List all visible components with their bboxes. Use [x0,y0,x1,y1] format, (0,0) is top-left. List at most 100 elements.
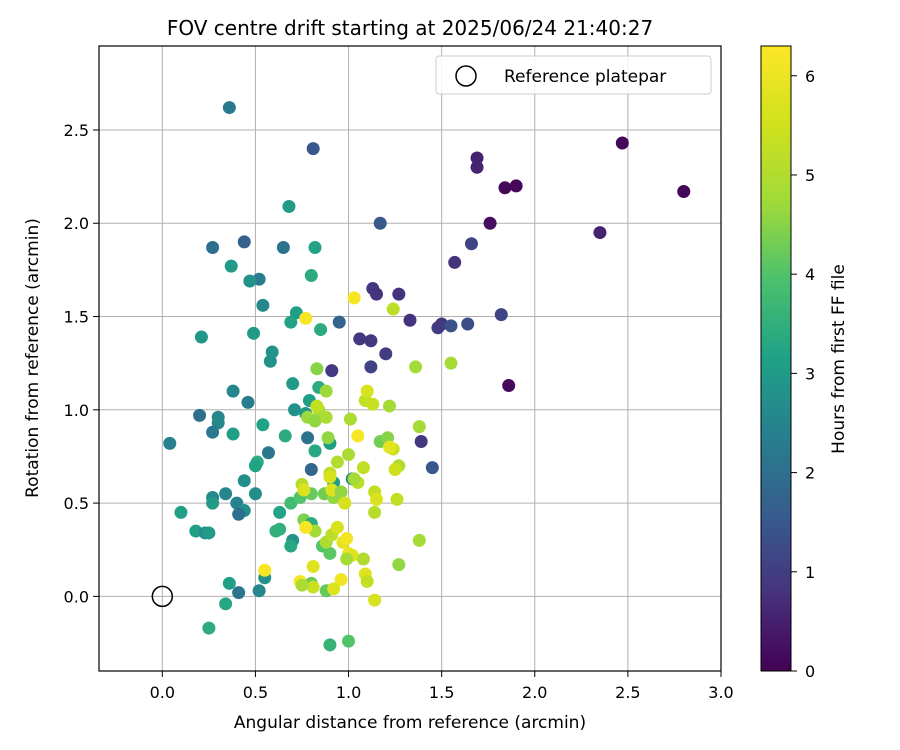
x-tick-label: 2.0 [522,683,547,702]
y-tick-label: 0.5 [64,494,89,513]
scatter-point [509,179,523,193]
scatter-point [464,237,478,251]
colorbar-tick-label: 2 [805,464,815,483]
scatter-point [364,334,378,348]
scatter-point [263,354,277,368]
scatter-point [392,558,406,572]
scatter-point [502,379,516,393]
colorbar-tick-label: 0 [805,662,815,681]
scatter-point [593,226,607,240]
scatter-point [306,142,320,156]
scatter-point [248,459,262,473]
y-tick-label: 2.0 [64,214,89,233]
scatter-point [252,584,266,598]
colorbar-label: Hours from first FF file [829,264,849,454]
scatter-point [219,597,233,611]
scatter-point [237,474,251,488]
scatter-point [174,505,188,519]
scatter-point [282,199,296,213]
scatter-point [325,364,339,378]
colorbar-tick-label: 4 [805,265,815,284]
colorbar-ticks: 0 1 2 3 4 5 6 [791,67,815,681]
scatter-point [364,360,378,374]
scatter-point [299,520,313,534]
scatter-point [278,429,292,443]
scatter-point [332,315,346,329]
scatter-point [284,315,298,329]
scatter-point [261,446,275,460]
scatter-point [347,291,361,305]
colorbar: 0 1 2 3 4 5 6 Hours from first FF file [760,45,849,681]
scatter-point [202,526,216,540]
scatter-point [297,483,311,497]
scatter-point [368,505,382,519]
scatter-point [193,408,207,422]
x-tick-label: 0.5 [243,683,268,702]
scatter-point [343,412,357,426]
scatter-point [334,485,348,499]
legend-reference-label: Reference platepar [504,67,666,87]
y-axis-label: Rotation from reference (arcmin) [23,218,43,498]
scatter-point [202,621,216,635]
scatter-point [379,347,393,361]
scatter-point [310,362,324,376]
scatter-point [425,461,439,475]
scatter-point [356,552,370,566]
scatter-point [330,455,344,469]
scatter-point [414,435,428,449]
data-points [163,101,691,652]
scatter-point [330,520,344,534]
scatter-point [206,240,220,254]
scatter-point [366,397,380,411]
scatter-point [226,427,240,441]
scatter-point [319,384,333,398]
scatter-point [306,560,320,574]
scatter-point [321,431,335,445]
x-tick-label: 2.5 [615,683,640,702]
y-tick-label: 0.0 [64,587,89,606]
scatter-point [386,302,400,316]
scatter-point [470,151,484,165]
scatter-point [323,546,337,560]
scatter-point [347,472,361,486]
legend-box [435,55,712,95]
y-tick-label: 1.0 [64,401,89,420]
x-axis-ticks: 0.0 0.5 1.0 1.5 2.0 2.5 3.0 [150,671,734,702]
scatter-point [224,259,238,273]
scatter-point [342,634,356,648]
scatter-point [342,448,356,462]
scatter-point [498,181,512,195]
scatter-point [383,399,397,413]
scatter-point [444,319,458,333]
scatter-point [211,416,225,430]
scatter-point [206,496,220,510]
scatter-point [206,425,220,439]
colorbar-tick-label: 6 [805,67,815,86]
scatter-point [412,533,426,547]
scatter-point [323,638,337,652]
scatter-point [340,532,354,546]
scatter-point [306,580,320,594]
scatter-point [243,274,257,288]
scatter-point [194,330,208,344]
x-tick-label: 3.0 [708,683,733,702]
scatter-point [390,492,404,506]
scatter-point [360,384,374,398]
scatter-point [237,235,251,249]
scatter-point [373,216,387,230]
scatter-point [351,429,365,443]
scatter-point [403,313,417,327]
plot-frame [98,45,722,672]
scatter-point [276,240,290,254]
legend-reference-marker [455,65,477,87]
y-axis-ticks: 0.0 0.5 1.0 1.5 2.0 2.5 [64,121,99,606]
x-tick-label: 1.5 [429,683,454,702]
scatter-point [248,487,262,501]
scatter-point [219,487,233,501]
grid-lines [99,46,722,671]
scatter-point [323,470,337,484]
x-tick-label: 0.0 [150,683,175,702]
scatter-point [304,463,318,477]
scatter-point [340,552,354,566]
